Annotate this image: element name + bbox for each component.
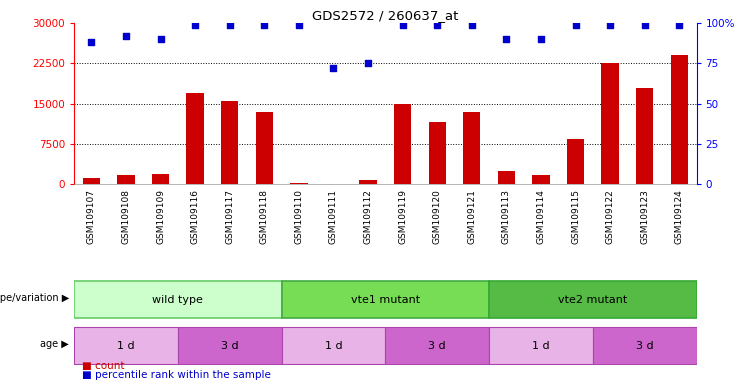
Bar bbox=[489, 327, 593, 364]
Bar bbox=[394, 104, 411, 184]
Point bbox=[674, 22, 685, 28]
Point bbox=[259, 22, 270, 28]
Title: GDS2572 / 260637_at: GDS2572 / 260637_at bbox=[312, 9, 459, 22]
Bar bbox=[187, 93, 204, 184]
Text: GSM109117: GSM109117 bbox=[225, 189, 234, 244]
Bar bbox=[385, 327, 489, 364]
Text: GSM109124: GSM109124 bbox=[675, 189, 684, 244]
Bar bbox=[359, 180, 376, 184]
Text: GSM109108: GSM109108 bbox=[122, 189, 130, 244]
Text: GSM109110: GSM109110 bbox=[294, 189, 303, 244]
Text: 3 d: 3 d bbox=[428, 341, 446, 351]
Bar bbox=[74, 281, 282, 318]
Point bbox=[639, 22, 651, 28]
Bar bbox=[282, 327, 385, 364]
Bar bbox=[593, 327, 697, 364]
Point bbox=[570, 22, 582, 28]
Bar bbox=[498, 171, 515, 184]
Point bbox=[189, 22, 201, 28]
Bar bbox=[117, 175, 135, 184]
Text: vte2 mutant: vte2 mutant bbox=[558, 295, 628, 305]
Bar bbox=[532, 175, 550, 184]
Point bbox=[466, 22, 478, 28]
Text: 1 d: 1 d bbox=[117, 341, 135, 351]
Point bbox=[362, 60, 374, 66]
Text: GSM109116: GSM109116 bbox=[190, 189, 199, 244]
Text: GSM109120: GSM109120 bbox=[433, 189, 442, 244]
Bar bbox=[489, 281, 697, 318]
Text: GSM109107: GSM109107 bbox=[87, 189, 96, 244]
Bar bbox=[463, 112, 480, 184]
Text: GSM109114: GSM109114 bbox=[536, 189, 545, 244]
Point bbox=[120, 33, 132, 39]
Point bbox=[500, 36, 512, 42]
Point bbox=[155, 36, 167, 42]
Text: genotype/variation ▶: genotype/variation ▶ bbox=[0, 293, 69, 303]
Bar bbox=[256, 112, 273, 184]
Bar bbox=[178, 327, 282, 364]
Point bbox=[535, 36, 547, 42]
Bar bbox=[567, 139, 584, 184]
Text: GSM109109: GSM109109 bbox=[156, 189, 165, 244]
Text: wild type: wild type bbox=[153, 295, 203, 305]
Text: GSM109118: GSM109118 bbox=[260, 189, 269, 244]
Point bbox=[396, 22, 408, 28]
Text: 1 d: 1 d bbox=[532, 341, 550, 351]
Bar bbox=[636, 88, 654, 184]
Bar bbox=[671, 55, 688, 184]
Point bbox=[85, 39, 97, 45]
Bar bbox=[282, 281, 489, 318]
Point bbox=[224, 22, 236, 28]
Text: GSM109111: GSM109111 bbox=[329, 189, 338, 244]
Text: 1 d: 1 d bbox=[325, 341, 342, 351]
Bar bbox=[83, 178, 100, 184]
Text: age ▶: age ▶ bbox=[40, 339, 69, 349]
Bar bbox=[290, 183, 308, 184]
Point bbox=[328, 65, 339, 71]
Bar bbox=[221, 101, 239, 184]
Text: GSM109112: GSM109112 bbox=[364, 189, 373, 244]
Bar bbox=[152, 174, 169, 184]
Text: 3 d: 3 d bbox=[636, 341, 654, 351]
Bar bbox=[602, 63, 619, 184]
Bar bbox=[74, 327, 178, 364]
Text: GSM109121: GSM109121 bbox=[468, 189, 476, 244]
Text: GSM109115: GSM109115 bbox=[571, 189, 580, 244]
Text: vte1 mutant: vte1 mutant bbox=[350, 295, 420, 305]
Point bbox=[293, 22, 305, 28]
Text: GSM109119: GSM109119 bbox=[398, 189, 407, 244]
Point bbox=[431, 22, 443, 28]
Bar bbox=[428, 122, 446, 184]
Point bbox=[604, 22, 616, 28]
Text: GSM109122: GSM109122 bbox=[605, 189, 614, 244]
Text: ■ count: ■ count bbox=[82, 361, 124, 371]
Text: GSM109113: GSM109113 bbox=[502, 189, 511, 244]
Text: ■ percentile rank within the sample: ■ percentile rank within the sample bbox=[82, 370, 270, 380]
Text: 3 d: 3 d bbox=[221, 341, 239, 351]
Text: GSM109123: GSM109123 bbox=[640, 189, 649, 244]
